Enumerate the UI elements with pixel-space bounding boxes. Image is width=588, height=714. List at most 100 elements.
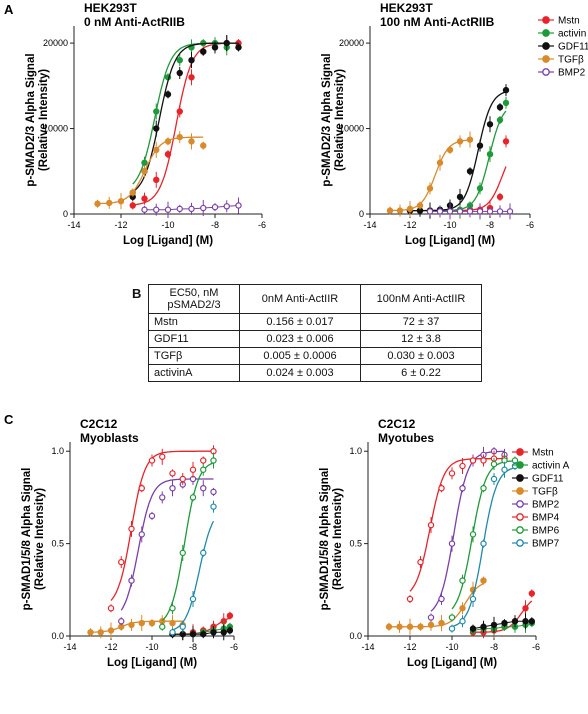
data-point — [176, 133, 183, 141]
x-tick-label: -6 — [532, 642, 540, 652]
data-point — [188, 56, 195, 64]
x-tick-label: -14 — [67, 220, 80, 230]
data-point — [159, 453, 166, 460]
data-point — [153, 146, 160, 154]
y-tick-label: 1.0 — [51, 446, 64, 456]
series-BMP2 — [426, 203, 514, 220]
x-tick-label: -10 — [443, 220, 456, 230]
data-point — [188, 74, 195, 81]
data-point — [169, 470, 176, 477]
table-row: TGFβ 0.005 ± 0.0006 0.030 ± 0.003 — [148, 347, 482, 365]
data-point — [107, 627, 115, 634]
series-BMP2 — [118, 472, 217, 626]
data-point — [164, 206, 172, 213]
data-point — [94, 200, 101, 207]
fit-line — [409, 457, 505, 592]
data-point — [188, 138, 195, 145]
x-tick-label: -14 — [63, 642, 76, 652]
fit-line — [90, 620, 183, 633]
data-point — [235, 44, 242, 51]
legend-marker — [516, 448, 524, 456]
legend-marker — [542, 68, 550, 76]
legend-marker — [516, 526, 524, 534]
legend-label: GDF11 — [532, 474, 564, 485]
series-TGFβ — [94, 131, 207, 210]
legend-label: TGFβ — [558, 55, 584, 66]
chart-title: HEK293T — [380, 1, 433, 15]
chart-title: HEK293T — [84, 1, 137, 15]
data-point — [200, 142, 207, 149]
fit-line — [390, 139, 471, 212]
panel-letter-c: C — [4, 412, 14, 427]
y-axis-label-unit: (Relative Intensity) — [34, 488, 46, 590]
data-point — [426, 185, 434, 192]
series-GDF11 — [469, 613, 536, 633]
x-tick-label: -10 — [145, 642, 158, 652]
table-header: 0nM Anti-ActIIR — [239, 284, 361, 314]
y-axis-label: p-SMAD2/3 Alpha Signal — [25, 53, 37, 186]
chart-subtitle: Myoblasts — [80, 431, 139, 445]
data-point — [480, 577, 487, 584]
data-point — [87, 629, 94, 636]
data-point — [159, 623, 166, 630]
panel-letter-a: A — [4, 2, 14, 17]
data-point — [200, 457, 207, 464]
data-point — [189, 595, 197, 603]
data-point — [486, 150, 494, 158]
data-point — [223, 203, 230, 210]
x-tick-label: -12 — [403, 220, 416, 230]
table-cell: TGFβ — [148, 347, 240, 365]
data-point — [480, 540, 487, 547]
data-point — [153, 125, 160, 132]
data-point — [459, 605, 466, 612]
data-point — [476, 185, 484, 192]
data-point — [118, 618, 125, 625]
table-header: 100nM Anti-ActIIR — [360, 284, 482, 314]
data-point — [176, 56, 183, 64]
table-row: GDF11 0.023 ± 0.006 12 ± 3.8 — [148, 330, 482, 348]
chart-subtitle: 100 nM Anti-ActRIIB — [380, 15, 495, 29]
table-cell: 6 ± 0.22 — [360, 364, 482, 382]
x-tick-label: -12 — [104, 642, 117, 652]
table-cell: 0.024 ± 0.003 — [239, 364, 361, 382]
data-point — [189, 466, 197, 473]
legend-label: Mstn — [532, 448, 554, 459]
data-point — [211, 44, 219, 51]
data-point — [459, 577, 466, 584]
data-point — [386, 207, 394, 214]
data-point — [153, 206, 160, 213]
data-point — [406, 205, 414, 213]
table-header-row: EC50, nM pSMAD2/3 0nM Anti-ActIIR 100nM … — [148, 284, 482, 314]
data-point — [501, 466, 508, 473]
data-point — [164, 91, 172, 98]
data-point — [466, 168, 474, 175]
data-point — [490, 621, 498, 629]
series-TGFβ — [386, 131, 474, 217]
x-axis-label: Log [Ligand] (M) — [107, 657, 197, 669]
x-tick-label: -6 — [258, 220, 266, 230]
legend-marker — [516, 474, 524, 482]
data-point — [502, 99, 510, 107]
data-point — [169, 484, 176, 492]
y-tick-label: 10000 — [43, 124, 68, 134]
data-point — [522, 618, 529, 625]
legend-label: BMP7 — [532, 539, 560, 550]
y-tick-label: 20000 — [43, 38, 68, 48]
data-point — [141, 195, 148, 202]
data-point — [427, 521, 435, 529]
series-BMP2 — [141, 197, 242, 218]
x-tick-label: -12 — [114, 220, 127, 230]
y-axis-label: p-SMAD1/5/8 Alpha Signal — [319, 468, 331, 611]
chart-subtitle: Myotubes — [378, 431, 434, 445]
data-point — [522, 605, 529, 612]
data-point — [528, 590, 536, 597]
data-point — [148, 457, 156, 464]
data-point — [129, 202, 136, 209]
data-point — [118, 558, 125, 566]
table-cell: 0.156 ± 0.017 — [239, 313, 361, 331]
data-point — [226, 627, 234, 634]
data-point — [200, 484, 207, 492]
data-point — [176, 108, 183, 115]
